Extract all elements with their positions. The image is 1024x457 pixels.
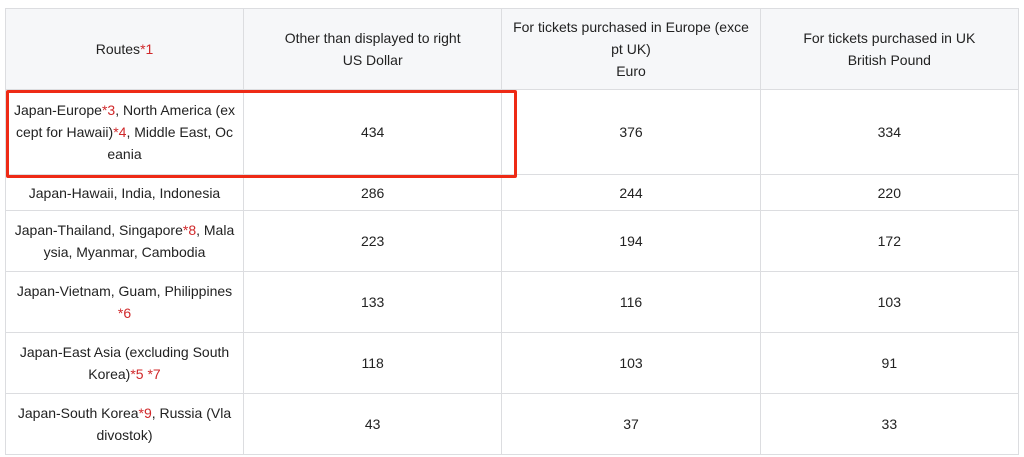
usd-fare-cell: 223: [242, 210, 503, 272]
gbp-currency: British Pound: [847, 52, 931, 68]
route-cell: Japan-Europe*3, North America (except fo…: [5, 89, 244, 175]
footnote-marker: *3: [101, 102, 116, 118]
eur-header-text: For tickets purchased in Europe (except …: [513, 19, 749, 57]
gbp-fare-cell: 103: [759, 271, 1020, 333]
route-text: , Russia (Vladivostok): [96, 405, 232, 443]
eur-fare-cell: 194: [501, 210, 761, 272]
usd-header-text: Other than displayed to right: [284, 30, 461, 46]
fare-table: Routes*1 Other than displayed to right US…: [5, 8, 1020, 455]
gbp-fare-cell: 220: [759, 174, 1020, 211]
table-row: Japan-East Asia (excluding South Korea)*…: [5, 332, 1020, 394]
footnote-marker: *8: [182, 222, 197, 238]
route-cell: Japan-Thailand, Singapore*8, Malaysia, M…: [5, 210, 244, 272]
header-row: Routes*1 Other than displayed to right US…: [5, 8, 1020, 90]
header-usd: Other than displayed to right US Dollar: [242, 8, 503, 90]
header-gbp: For tickets purchased in UK British Pound: [759, 8, 1020, 90]
gbp-fare-cell: 334: [759, 89, 1020, 175]
route-cell: Japan-South Korea*9, Russia (Vladivostok…: [5, 393, 244, 455]
eur-currency: Euro: [616, 63, 646, 79]
route-text: Japan-Thailand, Singapore: [14, 222, 183, 238]
route-text: Japan-Europe: [14, 102, 102, 118]
table-row: Japan-Hawaii, India, Indonesia 286 244 220: [5, 174, 1020, 211]
route-text: Japan-Hawaii, India, Indonesia: [28, 184, 221, 201]
usd-fare-cell: 286: [242, 174, 503, 211]
gbp-fare-cell: 91: [759, 332, 1020, 394]
route-text: Japan-South Korea: [17, 405, 139, 421]
usd-currency: US Dollar: [342, 52, 403, 68]
route-cell: Japan-East Asia (excluding South Korea)*…: [5, 332, 244, 394]
footnote-marker: *4: [113, 124, 127, 140]
route-cell: Japan-Hawaii, India, Indonesia: [5, 174, 244, 211]
usd-fare-cell: 434: [242, 89, 503, 175]
gbp-fare-cell: 172: [759, 210, 1020, 272]
usd-fare-cell: 43: [242, 393, 503, 455]
footnote-marker: *5 *7: [130, 366, 161, 382]
usd-fare-cell: 133: [242, 271, 503, 333]
header-eur: For tickets purchased in Europe (except …: [501, 8, 761, 90]
route-text: Japan-Vietnam, Guam, Philippines: [16, 283, 233, 299]
footnote-marker: *1: [140, 41, 154, 57]
gbp-header-text: For tickets purchased in UK: [803, 30, 976, 46]
route-text: , North America (except for Hawaii): [15, 102, 236, 140]
gbp-fare-cell: 33: [759, 393, 1020, 455]
header-routes: Routes*1: [5, 8, 244, 90]
usd-fare-cell: 118: [242, 332, 503, 394]
eur-fare-cell: 37: [501, 393, 761, 455]
eur-fare-cell: 376: [501, 89, 761, 175]
footnote-marker: *9: [138, 405, 152, 421]
table-row: Japan-South Korea*9, Russia (Vladivostok…: [5, 393, 1020, 455]
table-row: Japan-Europe*3, North America (except fo…: [5, 89, 1020, 175]
route-cell: Japan-Vietnam, Guam, Philippines *6: [5, 271, 244, 333]
route-text: Japan-East Asia (excluding South Korea): [19, 344, 230, 382]
route-text: , Malaysia, Myanmar, Cambodia: [43, 222, 235, 260]
route-text: , Middle East, Oceania: [107, 124, 234, 162]
footnote-marker: *6: [117, 305, 132, 321]
table-row: Japan-Thailand, Singapore*8, Malaysia, M…: [5, 210, 1020, 272]
routes-label: Routes: [95, 41, 141, 57]
eur-fare-cell: 116: [501, 271, 761, 333]
eur-fare-cell: 244: [501, 174, 761, 211]
table-row: Japan-Vietnam, Guam, Philippines *6 133 11…: [5, 271, 1020, 333]
eur-fare-cell: 103: [501, 332, 761, 394]
